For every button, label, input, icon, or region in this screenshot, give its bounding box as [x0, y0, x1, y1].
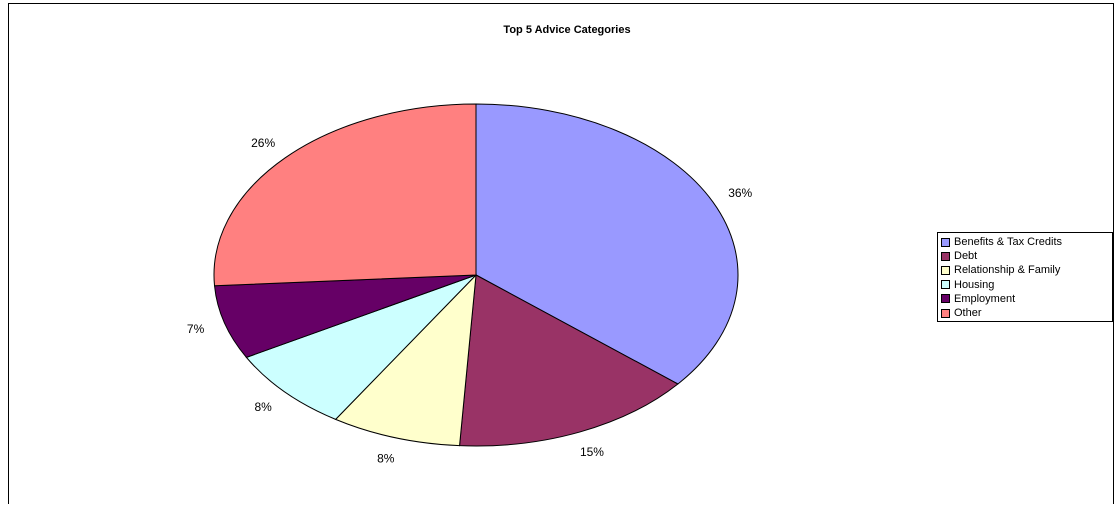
- legend-item: Other: [941, 306, 1109, 320]
- pie-slice: [245, 274, 477, 420]
- pie-percent-label: 8%: [377, 452, 395, 466]
- legend-swatch: [941, 265, 950, 275]
- pie-slice: [459, 274, 679, 447]
- chart-legend: Benefits & Tax Credits Debt Relationship &…: [937, 232, 1113, 322]
- legend-swatch: [941, 294, 950, 304]
- legend-item: Housing: [941, 278, 1109, 292]
- legend-swatch: [941, 280, 950, 290]
- legend-swatch: [941, 237, 950, 247]
- pie-percent-labels: 36% 15% 8% 8% 7% 26%: [187, 136, 753, 466]
- chart-frame: [8, 3, 1114, 504]
- pie-slices: [213, 103, 739, 447]
- legend-label: Relationship & Family: [954, 264, 1061, 277]
- pie-percent-label: 15%: [580, 445, 604, 459]
- legend-swatch: [941, 251, 950, 261]
- legend-swatch: [941, 308, 950, 318]
- pie-percent-label: 26%: [251, 136, 275, 150]
- pie-slice: [475, 103, 739, 385]
- pie-slice: [213, 103, 477, 287]
- legend-item: Benefits & Tax Credits: [941, 235, 1109, 249]
- legend-label: Housing: [954, 278, 995, 291]
- chart-title: Top 5 Advice Categories: [503, 24, 630, 36]
- pie-percent-label: 36%: [728, 186, 752, 200]
- legend-item: Relationship & Family: [941, 263, 1109, 277]
- pie-percent-label: 8%: [254, 400, 272, 414]
- legend-label: Debt: [954, 250, 978, 263]
- pie-slice: [213, 274, 477, 358]
- pie-percent-label: 7%: [187, 322, 205, 336]
- legend-label: Benefits & Tax Credits: [954, 236, 1063, 249]
- legend-label: Other: [954, 307, 982, 320]
- legend-item: Employment: [941, 292, 1109, 306]
- legend-item: Debt: [941, 249, 1109, 263]
- pie-slice: [334, 273, 477, 447]
- legend-label: Employment: [954, 292, 1016, 305]
